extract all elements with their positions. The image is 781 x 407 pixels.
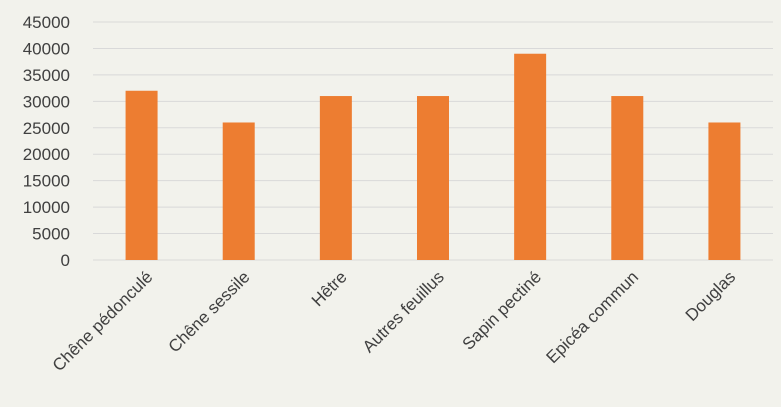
bar bbox=[611, 96, 644, 261]
x-category-label: Douglas bbox=[682, 267, 740, 325]
bar bbox=[417, 96, 449, 261]
bar bbox=[222, 122, 255, 260]
y-tick-label: 30000 bbox=[23, 92, 70, 111]
y-tick-label: 45000 bbox=[23, 13, 70, 32]
y-tick-label: 20000 bbox=[23, 145, 70, 164]
y-tick-label: 5000 bbox=[32, 225, 70, 244]
y-tick-label: 10000 bbox=[23, 198, 70, 217]
y-tick-label: 15000 bbox=[23, 172, 70, 191]
y-tick-label: 0 bbox=[61, 251, 70, 270]
y-tick-label: 40000 bbox=[23, 39, 70, 58]
x-category-label: Chêne sessile bbox=[165, 267, 254, 356]
bar bbox=[319, 96, 352, 261]
x-category-label: Autres feuillus bbox=[359, 267, 448, 356]
y-axis-tick-labels: 0 5000 10000 15000 20000 25000 30000 35000 40000… bbox=[23, 13, 70, 270]
bar bbox=[125, 90, 158, 260]
bars bbox=[125, 53, 741, 261]
bar bbox=[514, 53, 547, 260]
y-tick-label: 35000 bbox=[23, 66, 70, 85]
bar bbox=[708, 122, 741, 260]
x-category-label: Sapin pectiné bbox=[459, 267, 545, 353]
x-category-label: Chêne pédonculé bbox=[49, 267, 157, 375]
x-category-label: Hêtre bbox=[308, 267, 351, 310]
x-category-label: Epicéa commun bbox=[542, 267, 642, 367]
y-tick-label: 25000 bbox=[23, 119, 70, 138]
x-axis-category-labels: Chêne pédonculé Chêne sessile Hêtre Autres … bbox=[49, 267, 740, 375]
